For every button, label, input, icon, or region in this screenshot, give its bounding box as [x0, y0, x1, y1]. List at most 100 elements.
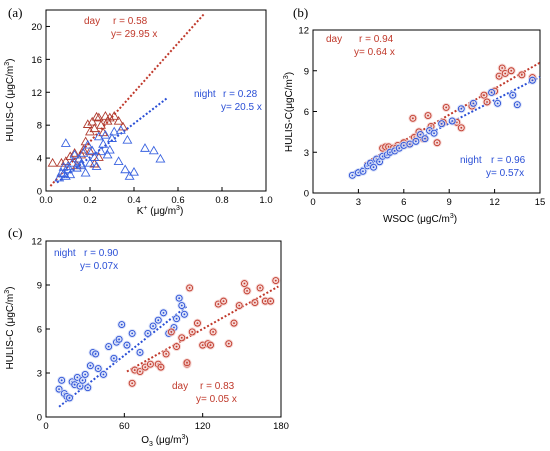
day-point [192, 318, 202, 328]
day-point [479, 90, 489, 100]
x-tick-label: 60 [119, 421, 130, 432]
panel-b-ylabel-main: HULIS-C(μgC/m [284, 79, 295, 152]
x-tick-label: 0.8 [215, 195, 228, 206]
night-point [429, 128, 439, 138]
night-point [60, 138, 71, 147]
night-point [447, 116, 457, 126]
day-point [98, 127, 109, 137]
night-point [456, 104, 466, 114]
day-point [127, 378, 137, 388]
panel-a-xlabel-close: ) [180, 206, 183, 217]
night-point [104, 144, 115, 154]
panel-b-ylabel-close: ) [284, 72, 295, 75]
day-point [113, 115, 124, 125]
night-point [93, 131, 104, 141]
day-point [156, 362, 166, 372]
night-point [83, 383, 93, 393]
panel-b-night-r: r = 0.96 [491, 155, 526, 166]
day-point [506, 66, 516, 76]
y-tick-label: 4 [37, 154, 42, 165]
night-point [63, 161, 73, 170]
panel-a-xlabel-main: K [137, 206, 144, 217]
y-tick-label: 0 [37, 187, 42, 198]
panel-a-fit-lines [49, 12, 206, 187]
night-point [174, 293, 184, 303]
day-point [517, 70, 527, 80]
night-point [98, 138, 109, 148]
panel-b-day-r: r = 0.94 [359, 34, 394, 45]
day-point [456, 123, 466, 133]
day-point [423, 111, 433, 121]
panel-c-night-r: r = 0.90 [84, 248, 119, 259]
night-point [56, 167, 67, 177]
day-point [229, 318, 239, 328]
panel-a-day-label: day [84, 16, 100, 27]
night-point [508, 90, 518, 100]
night-point [87, 145, 98, 155]
x-tick-label: 0 [310, 197, 315, 208]
day-point [85, 146, 95, 156]
day-point [182, 358, 192, 368]
night-point [93, 364, 103, 374]
night-point [512, 100, 522, 110]
night-point [58, 162, 69, 171]
day-point [78, 144, 89, 154]
panel-a-night-r: r = 0.28 [223, 89, 258, 100]
panel-c-xlabel-unit: (μg/m [153, 435, 182, 446]
panel-a-night-label: night [194, 89, 216, 100]
day-point [100, 111, 111, 120]
x-tick-label: 0.6 [171, 195, 184, 206]
panel-c-xticks: 0 60 120 180 [43, 413, 289, 432]
night-point [369, 162, 379, 172]
panel-b-xlabel-main: WSOC (μgC/m [383, 214, 450, 225]
night-point [69, 149, 80, 159]
day-point [208, 327, 218, 337]
x-tick-label: 6 [401, 197, 406, 208]
day-point [60, 156, 71, 165]
night-point [437, 119, 447, 129]
day-point [93, 112, 104, 122]
panel-a-xlabel-unit-sup: 3 [176, 205, 180, 212]
night-point [179, 309, 189, 319]
night-point [420, 134, 430, 144]
day-point [104, 112, 115, 122]
day-point [187, 327, 197, 337]
day-point [109, 111, 120, 120]
panel-a-yticks: 0 4 8 12 16 20 [31, 22, 50, 198]
night-point [153, 315, 163, 325]
y-tick-label: 6 [37, 325, 42, 336]
panel-c-xlabel-unit-sup: 3 [181, 434, 185, 441]
night-point [82, 139, 93, 149]
panel-a-frame [45, 9, 267, 192]
night-point [109, 126, 120, 136]
day-point [239, 279, 249, 289]
night-point [96, 146, 106, 156]
day-point [172, 342, 182, 352]
night-point [89, 152, 100, 161]
panel-a-xlabel-sup: + [143, 205, 147, 212]
panel-c-day-label: day [172, 381, 188, 392]
day-point [234, 301, 244, 311]
x-tick-label: 3 [356, 197, 361, 208]
x-tick-label: 120 [195, 421, 211, 432]
panel-c-points [54, 276, 281, 403]
day-point [206, 340, 215, 350]
day-point [219, 296, 229, 306]
night-point [104, 342, 114, 352]
day-point [91, 111, 102, 121]
night-point [148, 321, 158, 331]
panel-b-night-fit: y= 0.57x [486, 168, 524, 179]
night-point [468, 98, 478, 108]
y-tick-label: 12 [298, 26, 309, 37]
night-point [76, 160, 87, 170]
panel-b-points [347, 63, 537, 180]
y-tick-label: 8 [37, 121, 42, 132]
night-point [80, 167, 91, 177]
night-point [113, 156, 124, 165]
panel-a-label: (a) [8, 5, 22, 20]
day-point [250, 298, 260, 308]
day-point [242, 286, 252, 296]
day-point [82, 119, 93, 128]
